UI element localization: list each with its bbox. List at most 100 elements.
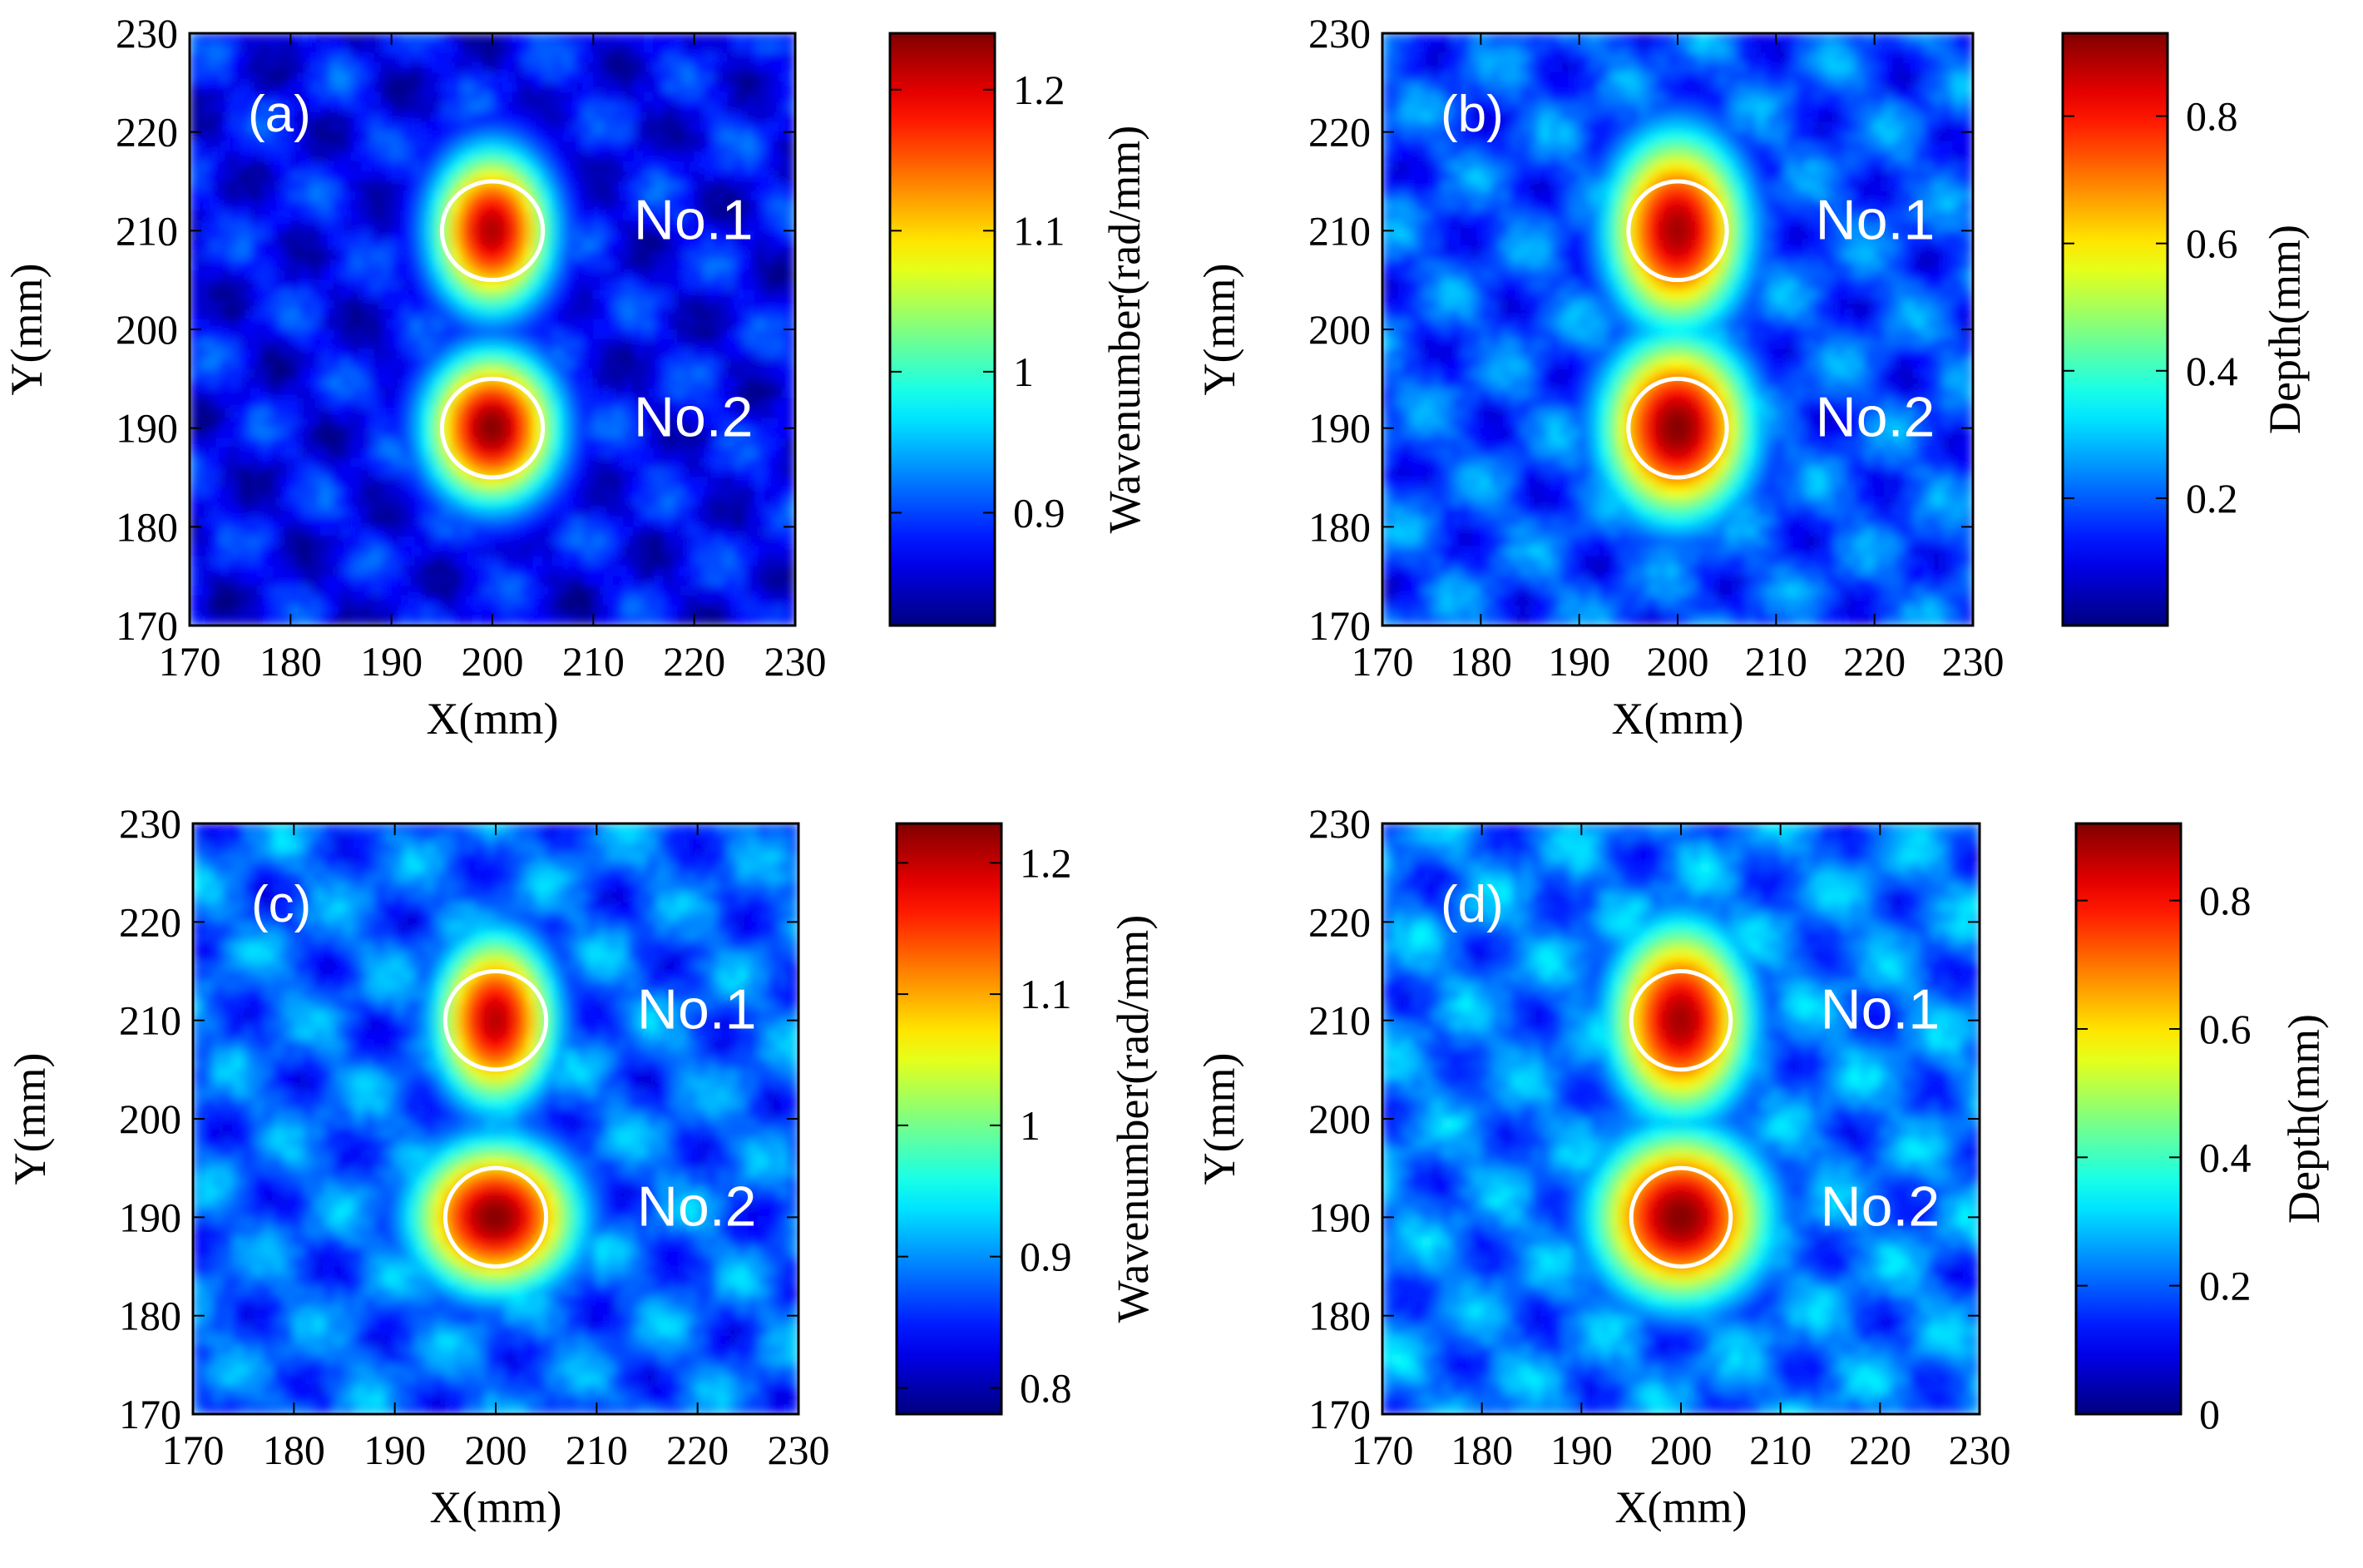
y-axis-label: Y(mm)	[1194, 264, 1244, 396]
panel-label: (b)	[1441, 86, 1504, 143]
y-tick-label: 190	[1308, 405, 1371, 452]
defect-label-no2: No.2	[1821, 1175, 1940, 1238]
colorbar-tick-label: 1	[1020, 1102, 1041, 1149]
x-tick-label: 230	[1949, 1427, 2011, 1473]
y-tick-label: 230	[1308, 800, 1371, 847]
x-tick-label: 220	[1843, 638, 1906, 685]
panel-label: (a)	[248, 86, 311, 143]
y-tick-label: 170	[116, 602, 178, 649]
x-tick-label: 220	[663, 638, 725, 685]
y-tick-label: 210	[1308, 207, 1371, 254]
y-tick-label: 170	[1308, 602, 1371, 649]
y-tick-label: 200	[116, 306, 178, 353]
colorbar-label: Depth(mm)	[2279, 1014, 2329, 1224]
x-tick-label: 170	[159, 638, 221, 685]
defect-label-no1: No.1	[637, 978, 757, 1041]
x-tick-label: 210	[1749, 1427, 1812, 1473]
x-tick-label: 180	[263, 1427, 325, 1473]
y-tick-label: 230	[116, 10, 178, 57]
x-tick-label: 210	[562, 638, 625, 685]
x-tick-label: 170	[1352, 1427, 1414, 1473]
x-axis-label: X(mm)	[1615, 1482, 1748, 1532]
y-tick-label: 200	[119, 1096, 181, 1142]
colorbar	[2074, 822, 2183, 1416]
defect-label-no2: No.2	[634, 386, 754, 449]
panel-label: (d)	[1441, 876, 1504, 933]
x-tick-label: 180	[1450, 638, 1512, 685]
x-tick-label: 210	[1745, 638, 1807, 685]
defect-circle-no1	[1626, 179, 1729, 283]
y-tick-label: 220	[1308, 109, 1371, 156]
defect-label-no1: No.1	[634, 188, 754, 251]
colorbar-tick-label: 0.9	[1020, 1234, 1072, 1280]
y-tick-label: 230	[119, 800, 181, 847]
colorbar-tick-label: 0.9	[1013, 489, 1065, 536]
x-tick-label: 200	[1650, 1427, 1713, 1473]
defect-circle-no2	[1626, 376, 1729, 480]
x-axis-label: X(mm)	[1612, 694, 1744, 744]
colorbar-tick-label: 0	[2199, 1391, 2220, 1437]
y-tick-label: 180	[119, 1293, 181, 1339]
y-tick-label: 210	[116, 207, 178, 254]
colorbar-tick-label: 0.4	[2199, 1134, 2252, 1180]
x-tick-label: 230	[764, 638, 827, 685]
x-tick-label: 180	[260, 638, 322, 685]
colorbar-tick-label: 1.2	[1013, 67, 1065, 113]
y-tick-label: 180	[116, 503, 178, 550]
y-tick-label: 200	[1308, 306, 1371, 353]
x-tick-label: 190	[1550, 1427, 1613, 1473]
x-tick-label: 210	[566, 1427, 628, 1473]
panel-b: 170 180 190 200 210 220 230 170 180 190 200 210 220 2…	[1194, 10, 2310, 744]
colorbar-tick-label: 0.4	[2186, 348, 2238, 394]
colorbar-label: Wavenumber(rad/mm)	[1100, 126, 1149, 533]
colorbar-tick-label: 0.2	[2199, 1263, 2252, 1309]
x-axis-label: X(mm)	[430, 1482, 562, 1532]
colorbar-tick-label: 1	[1013, 349, 1034, 395]
y-tick-label: 210	[1308, 997, 1371, 1044]
x-axis-label: X(mm)	[427, 694, 559, 744]
colorbar-tick-label: 1.1	[1020, 971, 1072, 1017]
defect-circle-no2	[439, 376, 546, 480]
colorbar-tick-label: 0.8	[2186, 93, 2238, 140]
heatmap-field	[1382, 33, 1973, 626]
y-tick-label: 170	[1308, 1391, 1371, 1437]
colorbar-label: Depth(mm)	[2260, 225, 2310, 434]
colorbar-label: Wavenumber(rad/mm)	[1108, 915, 1158, 1323]
y-axis-label: Y(mm)	[2, 264, 52, 396]
panel-label: (c)	[251, 876, 311, 933]
defect-label-no2: No.2	[637, 1175, 757, 1238]
y-tick-label: 220	[116, 109, 178, 156]
colorbar	[895, 822, 1003, 1416]
x-tick-label: 220	[1849, 1427, 1911, 1473]
colorbar-tick-label: 1.1	[1013, 207, 1065, 254]
x-tick-label: 200	[1647, 638, 1709, 685]
defect-circle-no2	[1629, 1165, 1733, 1269]
colorbar	[888, 32, 996, 627]
y-tick-label: 180	[1308, 503, 1371, 550]
x-tick-label: 190	[360, 638, 423, 685]
colorbar-tick-label: 0.8	[1020, 1364, 1072, 1411]
defect-circle-no1	[1629, 969, 1733, 1072]
y-tick-label: 230	[1308, 10, 1371, 57]
defect-circle-no1	[439, 179, 546, 283]
x-tick-label: 170	[1352, 638, 1414, 685]
colorbar-tick-label: 1.2	[1020, 839, 1072, 886]
defect-label-no2: No.2	[1816, 386, 1935, 449]
x-tick-label: 220	[666, 1427, 729, 1473]
y-tick-label: 210	[119, 997, 181, 1044]
y-tick-label: 200	[1308, 1096, 1371, 1142]
panel-c: 170 180 190 200 210 220 230 170 180 190 200 210 220 2…	[5, 800, 1158, 1532]
defect-label-no1: No.1	[1821, 978, 1940, 1041]
y-tick-label: 190	[116, 405, 178, 452]
colorbar	[2061, 32, 2169, 627]
panel-d: 170 180 190 200 210 220 230 170 180 190 200 210 220 2…	[1194, 800, 2329, 1532]
defect-circle-no2	[442, 1165, 549, 1269]
y-tick-label: 220	[119, 898, 181, 945]
colorbar-tick-label: 0.2	[2186, 475, 2238, 522]
colorbar-tick-label: 0.6	[2186, 220, 2238, 267]
y-axis-label: Y(mm)	[5, 1053, 55, 1185]
colorbar-tick-label: 0.8	[2199, 878, 2252, 924]
colorbar-tick-label: 0.6	[2199, 1006, 2252, 1052]
heatmap-field	[1382, 824, 1980, 1414]
